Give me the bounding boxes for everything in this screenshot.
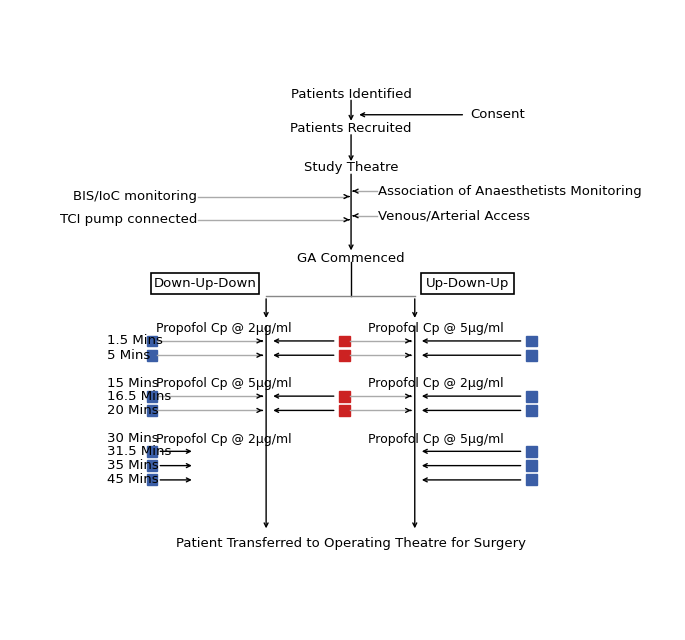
Text: 16.5 Mins: 16.5 Mins [107,390,171,403]
Bar [151,273,260,294]
Bar [147,350,158,361]
Bar [339,350,350,361]
Bar [526,350,537,361]
Text: Propofol Cp @ 5μg/ml: Propofol Cp @ 5μg/ml [368,322,504,335]
Text: Consent: Consent [471,108,525,121]
Text: 35 Mins: 35 Mins [107,459,159,472]
Text: Association of Anaesthetists Monitoring: Association of Anaesthetists Monitoring [377,184,641,198]
Bar [526,335,537,346]
Text: 15 Mins: 15 Mins [107,377,159,390]
Bar [526,405,537,416]
Text: 31.5 Mins: 31.5 Mins [107,445,171,458]
Bar [147,446,158,457]
Text: Propofol Cp @ 5μg/ml: Propofol Cp @ 5μg/ml [368,433,504,445]
Bar [526,474,537,485]
Bar [339,405,350,416]
Text: Venous/Arterial Access: Venous/Arterial Access [377,209,530,222]
Text: 20 Mins: 20 Mins [107,404,158,417]
Bar [147,390,158,401]
Text: Down-Up-Down: Down-Up-Down [153,277,256,291]
Text: Propofol Cp @ 2μg/ml: Propofol Cp @ 2μg/ml [369,378,503,390]
Text: Patient Transferred to Operating Theatre for Surgery: Patient Transferred to Operating Theatre… [176,538,526,550]
Bar [421,273,514,294]
Bar [339,390,350,401]
Bar [526,446,537,457]
Text: Patients Recruited: Patients Recruited [290,122,412,135]
Text: GA Commenced: GA Commenced [297,252,405,265]
Text: Propofol Cp @ 2μg/ml: Propofol Cp @ 2μg/ml [156,433,291,445]
Bar [147,460,158,471]
Bar [147,335,158,346]
Bar [526,390,537,401]
Text: 1.5 Mins: 1.5 Mins [107,335,163,348]
Bar [526,460,537,471]
Bar [147,405,158,416]
Text: 5 Mins: 5 Mins [107,349,150,362]
Text: Up-Down-Up: Up-Down-Up [426,277,510,291]
Bar [339,335,350,346]
Text: BIS/IoC monitoring: BIS/IoC monitoring [73,190,197,203]
Text: TCI pump connected: TCI pump connected [60,213,197,226]
Bar [147,474,158,485]
Text: Propofol Cp @ 5μg/ml: Propofol Cp @ 5μg/ml [155,378,292,390]
Text: Propofol Cp @ 2μg/ml: Propofol Cp @ 2μg/ml [156,322,291,335]
Text: 45 Mins: 45 Mins [107,474,158,486]
Text: Study Theatre: Study Theatre [304,161,398,175]
Text: Patients Identified: Patients Identified [290,88,412,100]
Text: 30 Mins: 30 Mins [107,432,158,445]
